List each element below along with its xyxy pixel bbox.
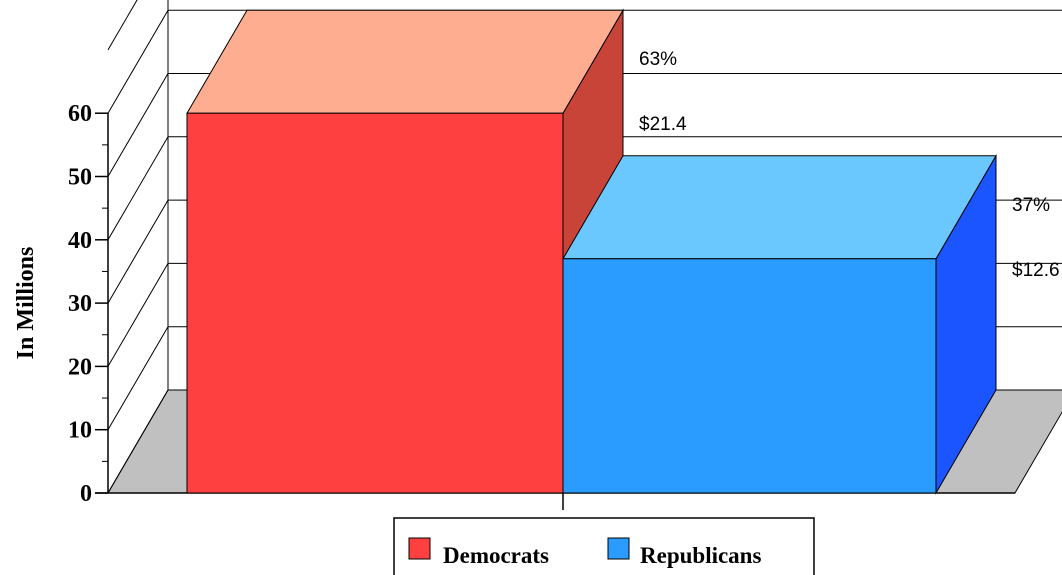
y-axis-title: In Millions [13,247,39,360]
bar-top-democrats [186,9,624,114]
data-label-percent-democrats: 63% [639,49,677,70]
side-wall-gridline [107,73,169,177]
bar-top-republicans [562,155,997,260]
y-tick-label: 50 [68,165,92,191]
side-wall-gridline [107,263,169,367]
y-tick-label: 60 [68,101,92,127]
legend: Democrats Republicans [393,517,815,575]
side-wall-gridline [107,326,169,430]
side-wall [107,0,169,494]
data-labels: 63% $21.4 37% $12.6 [639,49,1060,281]
side-wall-gridline [107,0,138,51]
legend-frame [393,517,815,575]
legend-label-republicans: Republicans [640,543,761,568]
side-wall-gridline [107,389,169,494]
bar-front-democrats [186,112,564,494]
legend-label-democrats: Democrats [443,543,549,568]
y-tick-label: 0 [80,481,92,507]
data-label-percent-republicans: 37% [1012,195,1050,216]
y-tick-label: 30 [68,291,92,317]
side-wall-gridline [107,199,169,304]
data-label-amount-republicans: $12.6 [1012,260,1060,281]
bar-front-republicans [562,258,937,494]
bar-republicans [562,153,997,495]
legend-swatch-democrats [408,537,431,560]
side-wall-gridline [107,9,169,114]
y-tick-label: 40 [68,228,92,254]
y-tick-label: 20 [68,354,92,380]
bar-democrats [186,8,624,495]
legend-swatch-republicans [607,537,630,560]
side-wall-gridline [107,136,169,241]
data-label-amount-democrats: $21.4 [639,114,687,135]
y-tick-label: 10 [68,418,92,444]
bars [186,8,997,495]
